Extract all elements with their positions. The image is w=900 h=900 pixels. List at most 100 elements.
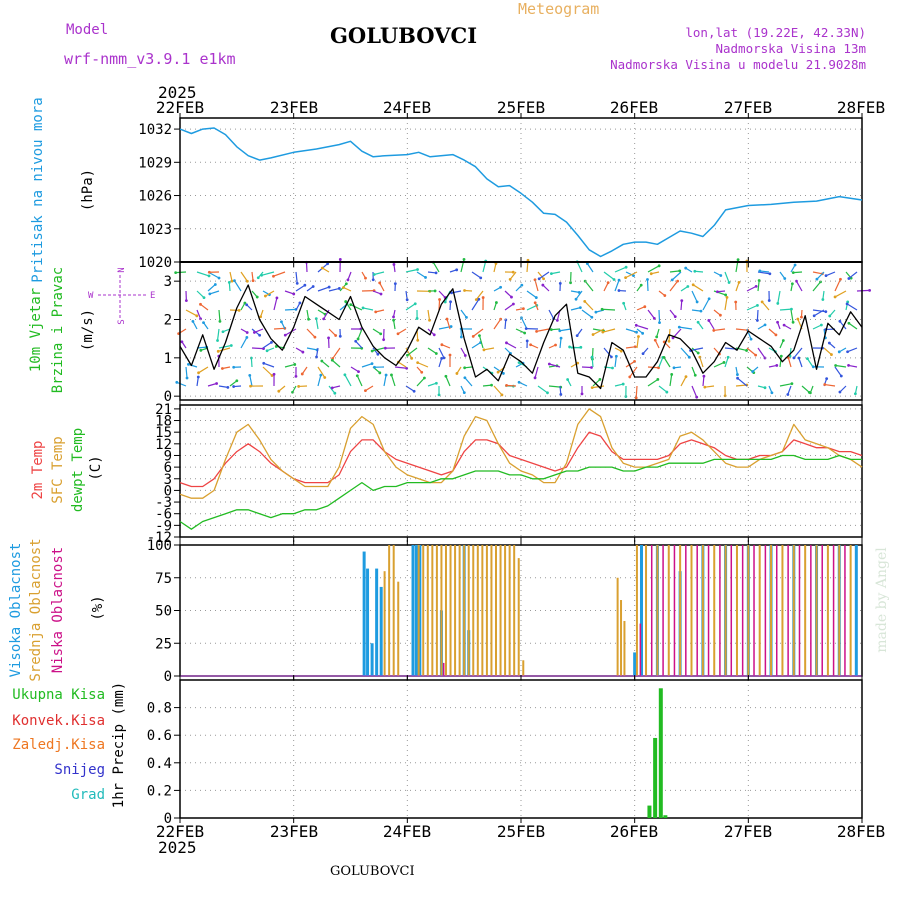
cloud-ytick-label: 75 (155, 571, 172, 587)
wind-vector (393, 320, 396, 330)
wind-vector (691, 366, 696, 376)
compass-north: N (117, 267, 127, 272)
wind-vector (218, 347, 231, 352)
wind-vector (196, 346, 207, 349)
wind-vector-head (619, 349, 623, 353)
wind-vector (576, 261, 583, 273)
cloud-mid-bar (508, 545, 511, 676)
wind-vector-head (443, 300, 447, 304)
wind-vector (438, 290, 446, 298)
wind-vector-head (537, 277, 541, 281)
cloud-mid-bar (481, 545, 484, 676)
wind-vector-head (327, 285, 331, 289)
wind-vector-head (199, 317, 202, 321)
cloud-mid-bar (522, 660, 525, 676)
wind-vector-head (868, 288, 871, 292)
wind-vector-head (208, 292, 212, 296)
wind-vector-head (776, 302, 780, 305)
wind-vector-head (195, 314, 199, 318)
cloud-low-bar (764, 545, 767, 676)
wind-vector-head (534, 296, 538, 299)
wind-vector-head (736, 373, 739, 376)
cloud-mid-bar (724, 545, 727, 676)
wind-vector-head (718, 313, 722, 317)
precip-total-bar (663, 815, 668, 818)
wind-vector (328, 385, 336, 394)
wind-vector-head (270, 374, 274, 377)
wind-vector-head (853, 392, 857, 396)
wind-vector (482, 384, 492, 387)
wind-vector-head (301, 350, 305, 354)
wind-vector-head (216, 339, 219, 342)
wind-vector-head (737, 280, 741, 284)
wind-vector (196, 309, 202, 320)
wind-vector-head (839, 277, 842, 281)
wind-vector-head (680, 299, 684, 303)
time-tick-label: 28FEB (837, 98, 885, 117)
wind-vector-head (726, 355, 730, 359)
time-tick-label: 28FEB (837, 822, 885, 841)
pressure-unit: (hPa) (80, 169, 96, 211)
wind-vector (603, 271, 615, 280)
cloud-low-bar (719, 545, 721, 676)
wind-vector-head (632, 274, 635, 278)
wind-vector (806, 358, 814, 368)
wind-vector-head (790, 307, 793, 311)
wind-vector (475, 290, 484, 301)
legend-freezing-rain: Zaledj.Kisa (12, 737, 105, 753)
time-tick-label: 27FEB (724, 822, 772, 841)
cloud-low-bar (821, 545, 823, 676)
wind-vector-head (763, 323, 767, 327)
wind-vector (658, 357, 664, 368)
temp-sfc-line (179, 408, 863, 499)
cloud-mid-bar (826, 545, 829, 676)
wind-vector-head (662, 355, 666, 359)
cloud-mid-bar (513, 545, 516, 676)
wind-vector-head (478, 334, 481, 338)
cloud-high-bar (633, 652, 637, 676)
wind-vector (306, 328, 316, 338)
wind-vector-head (361, 306, 365, 310)
wind-vector-head (364, 276, 367, 280)
wind-vector (526, 304, 538, 311)
wind-vector-head (795, 279, 798, 283)
wind-vector-head (338, 334, 342, 338)
temp-ytick-label: -3 (155, 495, 172, 511)
wind-vector (702, 298, 710, 311)
cloud-panel: 0 25 50 75 100 (147, 538, 863, 685)
wind-vector (374, 271, 385, 276)
wind-vector-head (529, 343, 532, 347)
wind-vector (713, 290, 726, 296)
wind-vector-head (311, 285, 315, 288)
wind-vector-head (185, 376, 189, 380)
wind-vector (228, 282, 231, 292)
cloud-mid-bar (435, 545, 438, 676)
cloud-mid-bar (485, 545, 488, 676)
wind-vector-head (830, 353, 833, 356)
wind-vector-head (463, 354, 467, 357)
time-tick-label: 25FEB (497, 98, 545, 117)
precip-legend: Ukupna Kisa Konvek.Kisa Zaledj.Kisa Snij… (12, 687, 105, 803)
wind-vector (356, 375, 363, 387)
temp-ytick-label: 18 (155, 414, 172, 430)
wind-vector-head (763, 356, 767, 360)
wind-vector (273, 297, 278, 311)
wind-vector-head (693, 373, 697, 377)
wind-vector (509, 271, 517, 280)
wind-vector-head (559, 336, 563, 340)
wind-vector-head (591, 333, 595, 336)
precip-total-bar (658, 688, 663, 818)
wind-vector (394, 366, 407, 369)
wind-vector (663, 357, 671, 368)
wind-vector-head (280, 320, 283, 324)
wind-vector-head (420, 370, 424, 374)
wind-vector-head (558, 329, 562, 333)
cloud-low-bar (753, 545, 755, 676)
wind-vector-head (646, 278, 649, 281)
wind-vector-head (415, 317, 419, 320)
cloud-low-bar (662, 545, 664, 676)
wind-vector-head (396, 332, 400, 336)
temp-axis-title-3: dewpt Temp (70, 428, 86, 512)
wind-vector (460, 347, 466, 356)
